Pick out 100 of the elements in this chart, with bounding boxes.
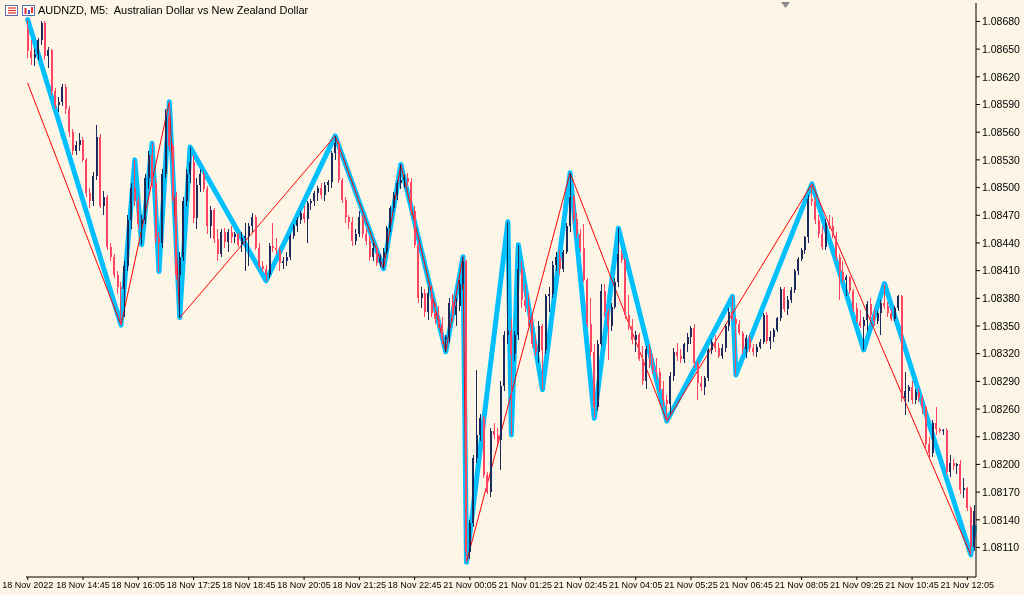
candlestick: [37, 37, 40, 61]
candlestick: [258, 242, 261, 270]
x-tick-label: 18 Nov 2022: [2, 580, 54, 591]
candlestick: [531, 314, 534, 349]
candlestick: [627, 294, 630, 331]
candlestick: [962, 477, 965, 499]
candlestick: [641, 345, 644, 386]
y-tick-label: 1.08290: [982, 375, 1021, 388]
candlestick: [786, 295, 789, 316]
y-tick-label: 1.08110: [982, 541, 1020, 554]
candlestick: [638, 332, 641, 362]
candlestick: [803, 235, 806, 255]
x-tick-label: 21 Nov 04:05: [608, 580, 663, 591]
candlestick: [928, 436, 931, 461]
candlestick: [109, 242, 112, 262]
candlestick: [513, 330, 516, 362]
candlestick: [541, 323, 544, 391]
y-tick-label: 1.08410: [982, 264, 1021, 277]
x-tick-label: 18 Nov 14:45: [56, 580, 110, 591]
candlestick: [689, 325, 692, 345]
candlestick: [696, 360, 699, 401]
candlestick: [178, 251, 181, 319]
candlestick: [427, 286, 430, 321]
x-tick-label: 21 Nov 10:45: [885, 580, 939, 591]
candlestick: [423, 288, 426, 318]
candlestick: [793, 268, 796, 294]
x-tick-label: 18 Nov 16:05: [111, 580, 166, 591]
candlestick: [838, 253, 841, 301]
candlestick: [479, 413, 482, 442]
y-tick-label: 1.08530: [982, 153, 1021, 166]
candlestick: [603, 283, 606, 318]
candlestick: [658, 367, 661, 393]
candlestick: [797, 256, 800, 276]
candlestick: [731, 295, 734, 322]
y-tick-label: 1.08200: [982, 458, 1021, 471]
candlestick: [375, 244, 378, 267]
x-tick-label: 21 Nov 06:45: [719, 580, 774, 591]
candlestick: [510, 318, 513, 436]
candlestick: [389, 205, 392, 233]
candlestick: [54, 87, 57, 110]
candlestick: [392, 191, 395, 213]
candlestick: [47, 46, 50, 69]
candlestick: [852, 288, 855, 313]
candlestick: [821, 225, 824, 251]
candlestick: [102, 190, 105, 216]
candlestick: [420, 286, 423, 309]
x-tick-label: 21 Nov 12:05: [940, 580, 995, 591]
y-tick-label: 1.08470: [982, 208, 1021, 221]
candlestick: [486, 471, 489, 495]
candlestick: [220, 228, 223, 258]
candlestick: [783, 286, 786, 313]
candlestick: [631, 318, 634, 345]
candlestick: [358, 210, 361, 238]
candlestick: [672, 347, 675, 382]
candlestick: [835, 231, 838, 262]
candlestick: [71, 128, 74, 156]
candlestick: [64, 83, 67, 115]
candlestick: [455, 297, 458, 327]
candlestick: [372, 242, 375, 262]
y-tick-label: 1.08620: [982, 70, 1021, 83]
chart-title: AUDNZD, M5: Australian Dollar vs New Zealand Dollar: [38, 3, 309, 17]
candlestick: [527, 293, 530, 327]
candlestick: [534, 334, 537, 357]
candlestick: [396, 179, 399, 201]
candlestick: [147, 150, 150, 190]
candlestick: [361, 214, 364, 239]
candlestick: [451, 293, 454, 322]
x-tick-label: 21 Nov 05:25: [664, 580, 718, 591]
candlestick: [271, 222, 274, 253]
candlestick: [113, 253, 116, 279]
x-tick-label: 18 Nov 20:05: [277, 580, 331, 591]
candlestick: [61, 83, 64, 107]
candlestick: [607, 308, 610, 361]
y-tick-label: 1.08680: [982, 15, 1021, 28]
candlestick: [817, 214, 820, 239]
x-tick-label: 18 Nov 22:45: [387, 580, 442, 591]
candlestick: [665, 394, 668, 422]
candlestick: [341, 177, 344, 204]
candlestick: [368, 235, 371, 262]
y-tick-label: 1.08560: [982, 125, 1021, 138]
candlestick: [651, 353, 654, 375]
candlestick: [133, 159, 136, 207]
candlestick: [862, 316, 865, 351]
candlestick: [741, 330, 744, 355]
candlestick: [202, 170, 205, 193]
x-tick-label: 21 Nov 00:05: [443, 580, 497, 591]
candlestick: [921, 394, 924, 415]
candlestick: [399, 164, 402, 190]
candlestick: [966, 486, 969, 512]
y-tick-label: 1.08380: [982, 292, 1021, 305]
candlestick: [562, 249, 565, 273]
x-tick-label: 21 Nov 09:25: [830, 580, 884, 591]
candlestick: [278, 246, 281, 272]
y-tick-label: 1.08170: [982, 485, 1021, 498]
x-tick-label: 18 Nov 18:45: [222, 580, 276, 591]
y-tick-label: 1.08320: [982, 347, 1021, 360]
candlestick: [475, 369, 478, 464]
candlestick: [869, 297, 872, 320]
x-tick-label: 21 Nov 08:05: [774, 580, 829, 591]
candlestick: [189, 146, 192, 184]
